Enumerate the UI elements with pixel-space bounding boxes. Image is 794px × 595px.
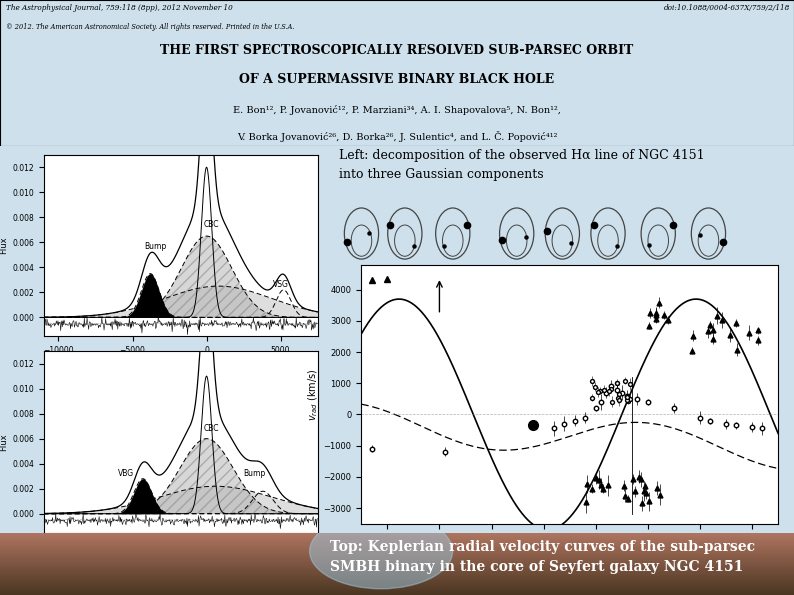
Bar xyxy=(0,559,794,560)
Bar xyxy=(0,573,794,574)
Bar xyxy=(0,537,794,538)
Text: CBC: CBC xyxy=(203,424,219,433)
Bar xyxy=(0,565,794,566)
Bar xyxy=(0,541,794,542)
Bar xyxy=(0,588,794,589)
X-axis label: MJD: MJD xyxy=(561,548,579,558)
Bar xyxy=(0,566,794,567)
Text: CBC: CBC xyxy=(203,220,219,229)
Bar xyxy=(0,593,794,594)
Text: V. Borka Jovanović²⁶, D. Borka²⁶, J. Sulentic⁴, and L. Č. Popović⁴¹²: V. Borka Jovanović²⁶, D. Borka²⁶, J. Sul… xyxy=(237,131,557,142)
Bar xyxy=(0,571,794,572)
Bar xyxy=(0,540,794,541)
Bar xyxy=(0,558,794,559)
Bar xyxy=(0,547,794,548)
Bar xyxy=(0,584,794,585)
Bar xyxy=(0,576,794,577)
Bar xyxy=(0,536,794,537)
Bar xyxy=(0,563,794,564)
Bar xyxy=(0,557,794,558)
Text: The Astrophysical Journal, 759:118 (8pp), 2012 November 10: The Astrophysical Journal, 759:118 (8pp)… xyxy=(6,4,233,12)
Text: OF A SUPERMASSIVE BINARY BLACK HOLE: OF A SUPERMASSIVE BINARY BLACK HOLE xyxy=(240,73,554,86)
Text: VSG: VSG xyxy=(273,280,289,289)
Bar xyxy=(0,549,794,550)
Bar xyxy=(0,587,794,588)
Bar xyxy=(0,594,794,595)
Bar xyxy=(0,534,794,535)
Bar xyxy=(0,538,794,539)
Text: doi:10.1088/0004-637X/759/2/118: doi:10.1088/0004-637X/759/2/118 xyxy=(664,4,790,12)
Bar xyxy=(0,535,794,536)
Bar xyxy=(0,583,794,584)
Bar xyxy=(0,544,794,545)
Bar xyxy=(0,533,794,534)
Text: VBG: VBG xyxy=(118,469,134,478)
Text: Bump: Bump xyxy=(145,242,167,250)
Bar xyxy=(0,545,794,546)
Bar xyxy=(0,556,794,557)
Bar xyxy=(0,592,794,593)
Bar xyxy=(0,574,794,575)
Ellipse shape xyxy=(310,514,453,589)
Bar xyxy=(0,589,794,590)
Bar xyxy=(0,578,794,580)
Text: Left: decomposition of the observed Hα line of NGC 4151
into three Gaussian comp: Left: decomposition of the observed Hα l… xyxy=(338,149,704,181)
Bar xyxy=(0,552,794,553)
Bar xyxy=(0,542,794,543)
Bar xyxy=(0,555,794,556)
Bar xyxy=(0,567,794,568)
Bar xyxy=(0,572,794,573)
Bar xyxy=(0,560,794,562)
Bar xyxy=(0,582,794,583)
Bar xyxy=(0,550,794,551)
Text: THE FIRST SPECTROSCOPICALLY RESOLVED SUB-PARSEC ORBIT: THE FIRST SPECTROSCOPICALLY RESOLVED SUB… xyxy=(160,43,634,57)
Bar xyxy=(0,570,794,571)
Bar xyxy=(0,543,794,544)
Bar xyxy=(0,562,794,563)
Y-axis label: Flux: Flux xyxy=(0,237,8,254)
Bar xyxy=(0,580,794,581)
Y-axis label: $\mathit{v}_{rad}$ (km/s): $\mathit{v}_{rad}$ (km/s) xyxy=(306,368,319,421)
X-axis label: Velocity: Velocity xyxy=(164,557,197,566)
Bar xyxy=(0,591,794,592)
Text: E. Bon¹², P. Jovanović¹², P. Marziani³⁴, A. I. Shapovalova⁵, N. Bon¹²,: E. Bon¹², P. Jovanović¹², P. Marziani³⁴,… xyxy=(233,105,561,115)
Bar xyxy=(0,564,794,565)
Text: Bump: Bump xyxy=(244,469,266,478)
Bar xyxy=(0,546,794,547)
Text: Top: Keplerian radial velocity curves of the sub-parsec
SMBH binary in the core : Top: Keplerian radial velocity curves of… xyxy=(330,540,754,574)
Bar xyxy=(0,585,794,587)
Bar xyxy=(0,569,794,570)
Bar xyxy=(0,577,794,578)
Bar xyxy=(0,590,794,591)
Bar xyxy=(0,581,794,582)
Bar xyxy=(0,568,794,569)
Bar xyxy=(0,539,794,540)
Bar xyxy=(0,548,794,549)
Bar xyxy=(0,575,794,576)
Bar xyxy=(0,553,794,555)
Y-axis label: Flux: Flux xyxy=(0,433,8,450)
Bar xyxy=(0,551,794,552)
X-axis label: Velocity: Velocity xyxy=(164,361,197,369)
Text: © 2012. The American Astronomical Society. All rights reserved. Printed in the U: © 2012. The American Astronomical Societ… xyxy=(6,23,295,32)
